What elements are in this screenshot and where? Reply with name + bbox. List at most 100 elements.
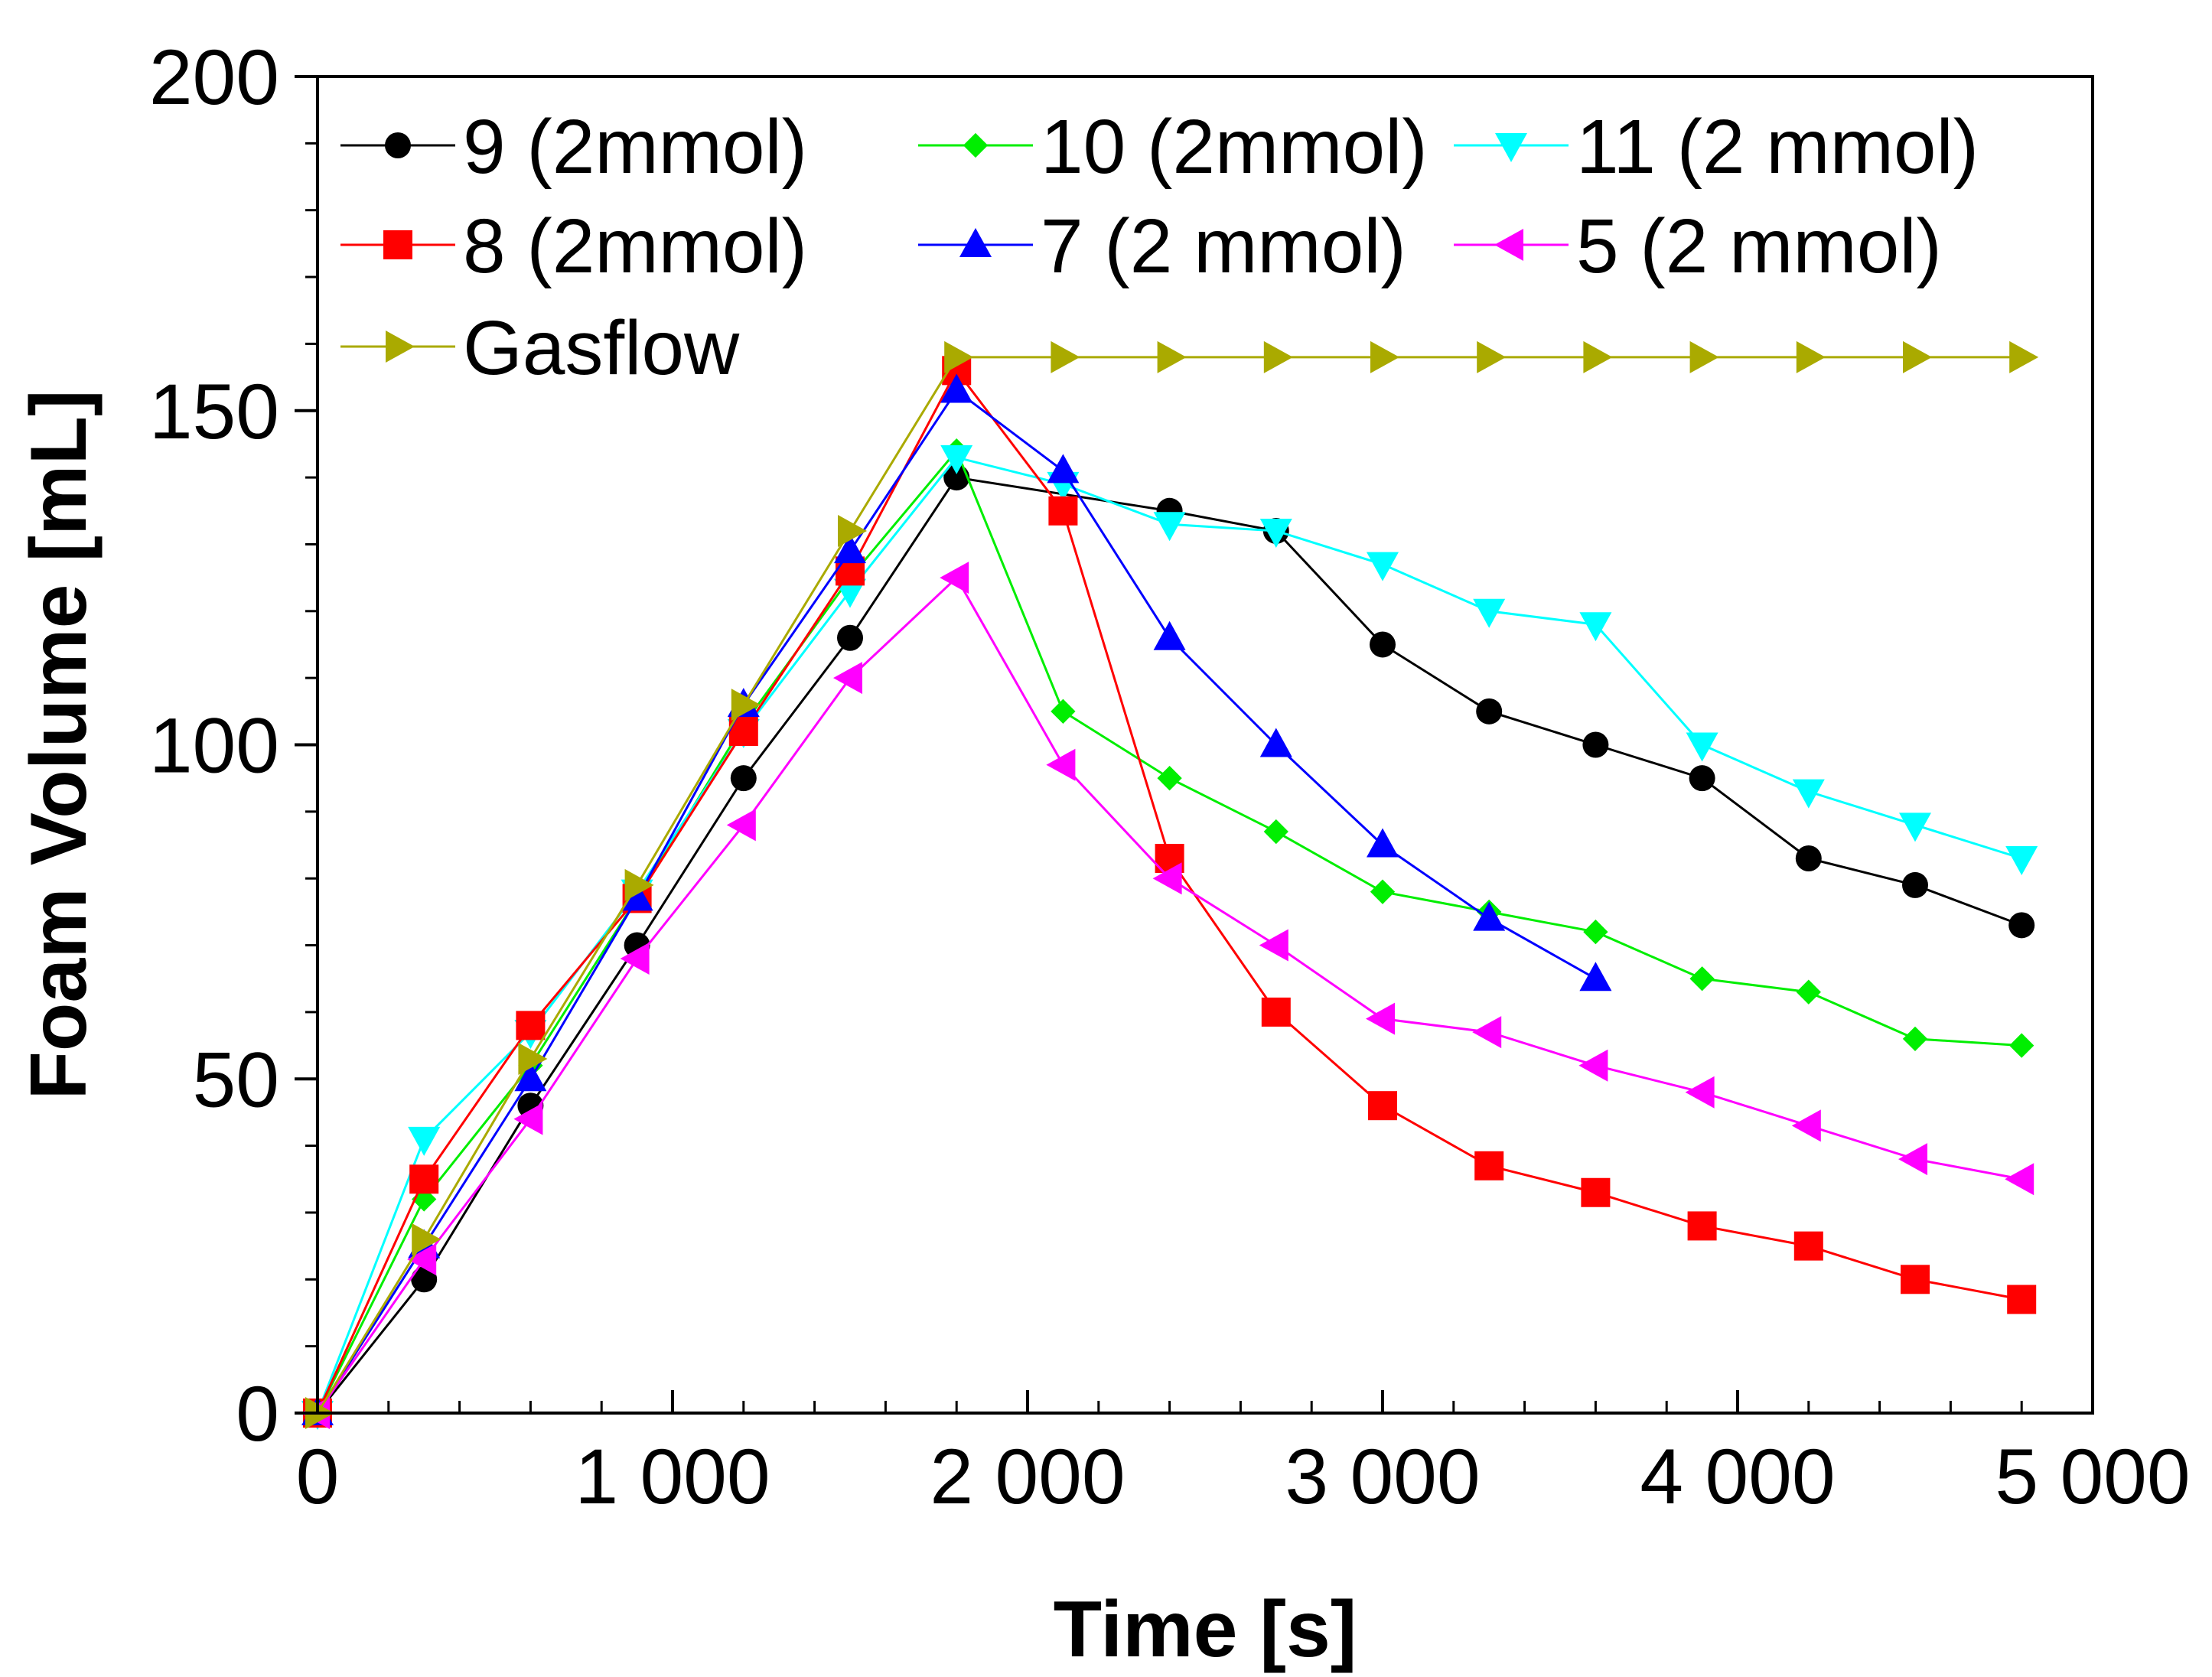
data-point <box>514 1062 547 1092</box>
y-tick-label: 150 <box>149 368 279 455</box>
y-tick-label: 50 <box>193 1036 279 1123</box>
legend-marker <box>386 331 415 363</box>
data-point <box>1261 997 1291 1027</box>
data-point <box>731 689 761 721</box>
legend-label: 7 (2 mmol) <box>1041 204 1406 289</box>
data-point <box>1263 340 1293 373</box>
x-tick-label: 0 <box>296 1433 340 1520</box>
legend-item: 10 (2mmol) <box>918 104 1428 190</box>
data-point <box>1685 1076 1715 1109</box>
data-point <box>624 868 654 901</box>
data-point <box>1902 1026 1928 1051</box>
data-point <box>408 1126 441 1156</box>
data-point <box>1687 1211 1717 1241</box>
data-point <box>1473 901 1506 931</box>
data-point <box>1259 518 1292 548</box>
data-point <box>834 534 866 564</box>
data-point <box>1472 1016 1502 1049</box>
data-point <box>1153 512 1186 542</box>
data-point <box>1263 819 1288 845</box>
data-point <box>1153 620 1186 650</box>
data-point <box>940 444 973 474</box>
data-point <box>1367 552 1399 581</box>
data-point <box>1795 845 1822 871</box>
series-gasflow <box>305 340 2039 1429</box>
data-point <box>2005 1163 2034 1196</box>
data-point <box>1259 728 1292 757</box>
data-point <box>1796 979 1821 1005</box>
data-point <box>1368 1091 1397 1121</box>
data-point <box>1583 919 1608 945</box>
data-point <box>833 662 862 695</box>
data-point <box>1579 612 1612 642</box>
data-point <box>1792 779 1825 809</box>
data-point <box>1901 1265 1930 1294</box>
x-tick-label: 4 000 <box>1640 1433 1835 1520</box>
data-point <box>1579 962 1612 992</box>
legend-label: 5 (2 mmol) <box>1576 204 1942 289</box>
data-point <box>518 1043 548 1076</box>
legend-marker <box>1495 133 1527 162</box>
series-line <box>316 476 2022 1414</box>
data-point <box>940 562 969 594</box>
data-point <box>1477 340 1507 373</box>
data-point <box>411 1266 438 1293</box>
legend-marker <box>1494 229 1523 261</box>
legend: 9 (2mmol) 10 (2mmol) 11 (2 mmol) 8 (2mmol) 7… <box>340 104 1979 391</box>
x-tick-label: 5 000 <box>1995 1433 2190 1520</box>
data-point <box>943 464 970 491</box>
y-tick-label: 0 <box>236 1370 279 1457</box>
data-point <box>1581 1177 1611 1207</box>
data-point <box>2005 845 2038 875</box>
y-tick-label: 200 <box>149 34 279 121</box>
data-point <box>1370 631 1396 658</box>
data-point <box>1476 698 1503 725</box>
legend-label: 8 (2mmol) <box>463 204 807 289</box>
data-point <box>1367 828 1399 858</box>
legend-item: 11 (2 mmol) <box>1454 104 1979 190</box>
data-point <box>1796 340 1826 373</box>
legend-marker <box>959 228 992 257</box>
data-point <box>1051 340 1080 373</box>
legend-marker <box>383 230 412 259</box>
x-tick-label: 1 000 <box>575 1433 770 1520</box>
data-point <box>1048 496 1078 526</box>
legend-item: 5 (2 mmol) <box>1454 204 1942 289</box>
data-point <box>1047 454 1080 484</box>
data-point <box>407 1243 437 1276</box>
data-point <box>1583 340 1613 373</box>
x-axis-title: Time [s] <box>1054 1585 1357 1674</box>
series-11-2-mmol <box>301 444 2038 1430</box>
series-8-2mmol <box>303 356 2037 1428</box>
legend-item: Gasflow <box>340 305 740 391</box>
data-point <box>837 624 863 651</box>
legend-label: 10 (2mmol) <box>1041 104 1428 190</box>
data-point <box>1582 731 1609 758</box>
data-point <box>1578 1049 1608 1082</box>
data-point <box>621 881 653 911</box>
data-point <box>1689 765 1715 792</box>
data-point <box>1686 732 1718 762</box>
data-point <box>412 1223 441 1255</box>
y-axis-title: Foam Volume [mL] <box>15 389 103 1099</box>
data-point <box>1791 1109 1821 1142</box>
legend-item: 7 (2 mmol) <box>918 204 1406 289</box>
data-point <box>1051 698 1076 724</box>
legend-label: 11 (2 mmol) <box>1576 104 1979 190</box>
data-point <box>1370 340 1399 373</box>
data-point <box>838 514 867 547</box>
data-point <box>1157 766 1182 791</box>
data-point <box>726 809 756 842</box>
data-point <box>1899 812 1931 842</box>
x-tick-label: 3 000 <box>1285 1433 1480 1520</box>
data-point <box>409 1164 439 1194</box>
data-point <box>513 1102 543 1135</box>
series-5-2-mmol <box>301 562 2034 1429</box>
data-point <box>730 765 757 792</box>
data-point <box>516 1011 546 1040</box>
data-point <box>1152 862 1182 895</box>
legend-item: 8 (2mmol) <box>340 204 807 289</box>
legend-marker <box>963 132 989 158</box>
